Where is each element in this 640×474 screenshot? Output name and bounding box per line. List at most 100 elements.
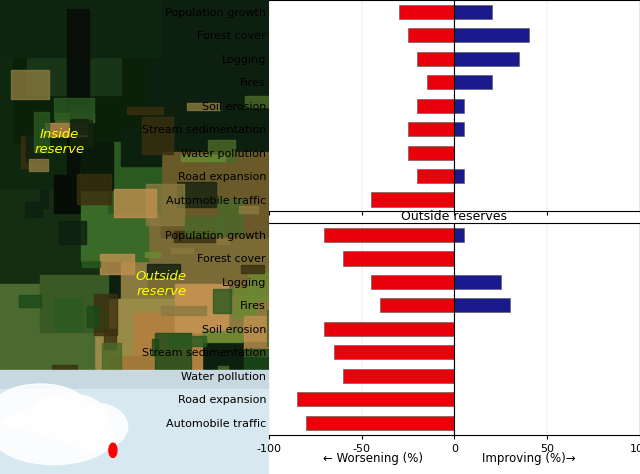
Bar <box>26 131 47 162</box>
Bar <box>454 122 463 136</box>
Bar <box>244 349 271 383</box>
Bar <box>399 5 454 19</box>
Bar <box>267 310 273 346</box>
Bar <box>427 75 454 89</box>
Bar <box>217 238 229 244</box>
Bar <box>454 28 529 42</box>
Bar <box>94 299 175 370</box>
Bar <box>102 343 121 370</box>
Bar <box>25 201 42 217</box>
Bar <box>40 400 56 414</box>
Bar <box>0 0 148 213</box>
Bar <box>187 103 220 109</box>
Bar <box>408 122 454 136</box>
Bar <box>19 295 42 307</box>
Text: Inside
reserve: Inside reserve <box>34 128 84 156</box>
Ellipse shape <box>0 408 115 465</box>
Bar <box>244 96 273 107</box>
Bar <box>454 299 510 312</box>
Bar <box>143 394 186 412</box>
Bar <box>88 389 124 415</box>
Bar <box>417 52 454 66</box>
Bar <box>208 140 235 163</box>
Bar <box>40 275 108 332</box>
Bar <box>454 275 500 289</box>
Bar <box>147 264 180 277</box>
Bar <box>218 366 228 396</box>
Bar <box>454 5 492 19</box>
Bar <box>417 99 454 113</box>
Bar <box>170 248 193 253</box>
Bar <box>13 9 148 142</box>
Bar <box>104 329 116 349</box>
Ellipse shape <box>27 393 108 441</box>
Bar <box>213 289 231 313</box>
Bar <box>108 142 161 213</box>
Bar <box>408 28 454 42</box>
Bar <box>324 322 454 336</box>
Bar <box>121 128 161 166</box>
Bar <box>40 190 48 208</box>
Bar <box>371 192 454 207</box>
Bar <box>20 136 44 168</box>
Bar <box>11 70 49 99</box>
Bar <box>54 98 93 118</box>
Bar <box>408 146 454 160</box>
Bar <box>127 107 163 113</box>
Bar <box>148 199 269 294</box>
Bar <box>0 0 161 57</box>
Bar <box>297 392 454 406</box>
Bar <box>181 155 225 161</box>
Bar <box>87 307 99 327</box>
Bar <box>204 402 227 424</box>
Bar <box>29 159 49 171</box>
Bar <box>0 389 269 474</box>
Bar <box>244 316 268 356</box>
Bar <box>154 333 191 370</box>
Bar <box>108 356 188 403</box>
Bar <box>52 365 77 393</box>
Bar <box>177 182 216 207</box>
Bar <box>454 52 520 66</box>
Bar <box>161 152 269 237</box>
Bar <box>114 189 156 217</box>
Bar <box>82 261 100 267</box>
Text: ← Worsening (%): ← Worsening (%) <box>323 452 423 465</box>
Bar <box>306 416 454 430</box>
Bar <box>134 379 151 403</box>
Bar <box>454 99 463 113</box>
Bar <box>454 75 492 89</box>
Bar <box>81 166 148 261</box>
Bar <box>134 313 202 370</box>
Bar <box>100 254 134 274</box>
Bar <box>71 119 88 134</box>
Bar <box>343 369 454 383</box>
Bar <box>121 199 269 341</box>
Bar <box>0 284 94 379</box>
Bar <box>175 284 228 332</box>
Bar <box>38 383 66 399</box>
Bar <box>145 184 184 225</box>
Bar <box>152 339 158 355</box>
Bar <box>0 190 108 308</box>
Text: Improving (%)→: Improving (%)→ <box>482 452 575 465</box>
Bar <box>241 264 264 273</box>
Bar <box>234 286 255 317</box>
Bar <box>248 273 280 300</box>
Bar <box>145 252 160 257</box>
Ellipse shape <box>61 403 128 450</box>
Bar <box>54 298 82 330</box>
Bar <box>0 370 269 474</box>
Bar <box>324 228 454 242</box>
Bar <box>334 346 454 359</box>
Bar <box>417 169 454 183</box>
Bar <box>54 175 94 213</box>
Bar <box>70 107 92 146</box>
Bar <box>40 388 67 419</box>
Bar <box>454 169 463 183</box>
Bar <box>56 113 94 122</box>
Bar <box>67 9 89 190</box>
Bar <box>60 221 86 244</box>
Bar <box>27 9 121 95</box>
Circle shape <box>109 443 117 457</box>
